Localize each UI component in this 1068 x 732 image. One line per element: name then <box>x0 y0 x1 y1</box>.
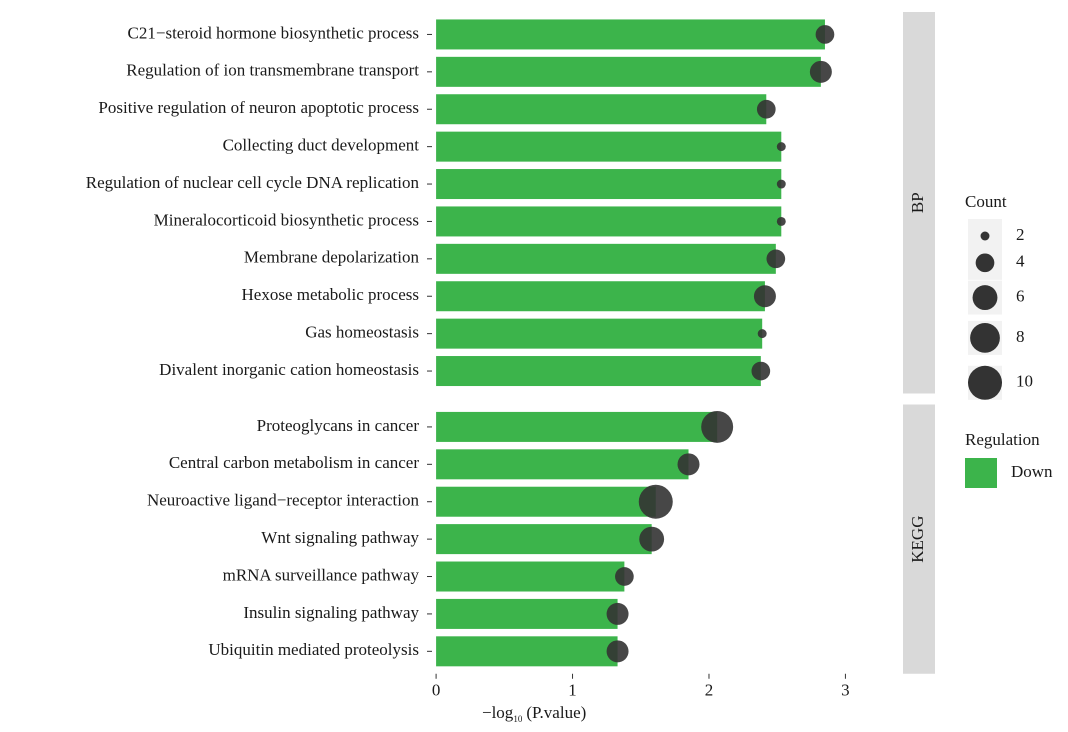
size-legend-title: Count <box>965 192 1007 211</box>
bubble <box>776 142 786 152</box>
bar <box>436 131 782 162</box>
bar <box>436 56 821 87</box>
bubble <box>757 329 767 339</box>
bubble <box>815 25 835 44</box>
bar <box>436 598 618 629</box>
legend-bubble <box>975 253 995 273</box>
legend-bubble <box>980 231 990 241</box>
x-tick-label: 0 <box>432 681 441 700</box>
bubble <box>756 99 776 119</box>
y-tick-label: Hexose metabolic process <box>242 285 420 304</box>
y-tick-label: Ubiquitin mediated proteolysis <box>208 640 419 659</box>
y-tick-label: Proteoglycans in cancer <box>257 416 420 435</box>
bar <box>436 281 765 312</box>
y-tick-label: Neuroactive ligand−receptor interaction <box>147 491 420 510</box>
y-tick-label: C21−steroid hormone biosynthetic process <box>128 23 419 42</box>
bubble <box>677 453 700 476</box>
bar <box>436 94 767 125</box>
legend-label: Down <box>1011 462 1053 481</box>
bar <box>436 169 782 200</box>
legend-bubble <box>970 323 1000 353</box>
y-tick-label: Regulation of ion transmembrane transpor… <box>126 61 419 80</box>
color-legend-title: Regulation <box>965 430 1040 449</box>
bar <box>436 486 656 517</box>
bubble <box>606 640 629 663</box>
legend-swatch <box>965 458 997 488</box>
bubble <box>776 216 786 226</box>
bubble <box>753 285 776 308</box>
legend-size-label: 2 <box>1016 225 1025 244</box>
y-tick-label: Divalent inorganic cation homeostasis <box>159 360 419 379</box>
legend-size-label: 10 <box>1016 372 1033 391</box>
bubble <box>639 526 665 552</box>
strip-label: BP <box>908 192 927 213</box>
y-tick-label: Mineralocorticoid biosynthetic process <box>154 210 419 229</box>
bar <box>436 561 625 592</box>
legend-size-label: 6 <box>1016 286 1025 305</box>
y-tick-label: Insulin signaling pathway <box>243 603 419 622</box>
bubble <box>606 602 629 625</box>
bubble <box>751 361 771 381</box>
y-tick-label: Central carbon metabolism in cancer <box>169 453 420 472</box>
x-label-sub: 10 <box>513 714 523 724</box>
y-tick-label: mRNA surveillance pathway <box>223 565 420 584</box>
bubble <box>638 484 673 519</box>
bar <box>436 524 652 555</box>
y-tick-label: Positive regulation of neuron apoptotic … <box>98 98 419 117</box>
y-tick-label: Gas homeostasis <box>305 323 419 342</box>
legend-bubble <box>972 285 998 311</box>
x-label-rest: (P.value) <box>526 703 586 722</box>
x-tick-label: 3 <box>841 681 850 700</box>
legend-bubble <box>968 365 1002 400</box>
bubble <box>701 410 734 443</box>
bar <box>436 356 761 387</box>
y-tick-label: Membrane depolarization <box>244 248 420 267</box>
bar <box>436 19 825 50</box>
bar <box>436 449 689 480</box>
bar <box>436 636 618 667</box>
bar <box>436 206 782 237</box>
legend-size-label: 4 <box>1016 252 1025 271</box>
y-tick-label: Collecting duct development <box>223 136 420 155</box>
y-tick-label: Regulation of nuclear cell cycle DNA rep… <box>86 173 420 192</box>
bubble <box>776 179 786 189</box>
strip <box>903 12 935 394</box>
legend-size-label: 8 <box>1016 327 1025 346</box>
y-tick-label: Wnt signaling pathway <box>261 528 419 547</box>
bar <box>436 318 763 349</box>
bubble <box>809 60 832 83</box>
x-axis-label: −log10 (P.value) <box>482 703 586 724</box>
bubble <box>766 249 786 269</box>
bar <box>436 411 718 442</box>
strip <box>903 404 935 674</box>
bubble <box>615 567 634 586</box>
x-label-main: −log <box>482 703 514 722</box>
x-tick-label: 1 <box>568 681 577 700</box>
strip-label: KEGG <box>908 516 927 563</box>
x-tick-label: 2 <box>705 681 714 700</box>
bar <box>436 243 776 274</box>
